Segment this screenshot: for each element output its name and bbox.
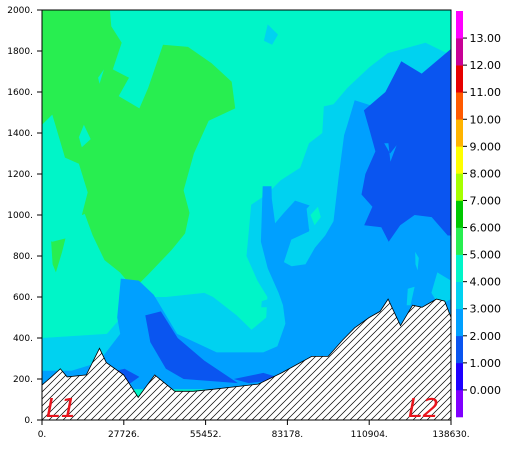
contour-region [406, 286, 415, 306]
contour-region [42, 10, 236, 289]
x-tick-label: 83178. [272, 430, 304, 440]
y-tick-label: 1400. [7, 129, 33, 139]
y-tick-label: 400. [13, 334, 33, 344]
y-tick-label: 600. [13, 293, 33, 303]
x-tick-label: 138630. [432, 430, 469, 440]
y-tick-label: 1800. [7, 47, 33, 57]
contour-region [310, 206, 321, 226]
x-tick-label: 0. [38, 430, 47, 440]
terrain-hatch [41, 298, 452, 421]
plot-area [41, 9, 452, 421]
colorbar-tick-label: 9.000 [470, 140, 502, 153]
colorbar-tick-label: 7.000 [470, 194, 502, 207]
colorbar-swatch [456, 308, 463, 337]
colorbar-swatch [456, 173, 463, 201]
colorbar-swatch [456, 11, 463, 39]
contour-region [42, 114, 88, 242]
x-tick-label: 110904. [351, 430, 388, 440]
colorbar-tick-label: 6.000 [470, 222, 502, 235]
contour-regions [42, 10, 451, 390]
colorbar-tick-label: 11.00 [470, 86, 502, 99]
colorbar-swatch [456, 227, 463, 255]
colorbar: 0.000 1.000 2.000 3.000 4.000 5.000 6.000 7.000… [456, 11, 502, 418]
contour-region [188, 176, 193, 187]
colorbar-tick-label: 12.00 [470, 59, 502, 72]
colorbar-tick-label: 8.000 [470, 167, 502, 180]
colorbar-swatch [456, 146, 463, 174]
colorbar-swatch [456, 38, 463, 66]
y-tick-label: 1600. [7, 88, 33, 98]
contour-region [261, 299, 269, 308]
colorbar-tick-label: 0.000 [470, 384, 502, 397]
colorbar-swatch [456, 281, 463, 310]
colorbar-swatch [456, 200, 463, 228]
colorbar-tick-label: 4.000 [470, 276, 502, 289]
colorbar-swatch [456, 254, 463, 282]
colorbar-tick-label: 3.000 [470, 303, 502, 316]
label-l1: L1 [46, 394, 77, 424]
colorbar-tick-label: 5.000 [470, 249, 502, 262]
y-tick-label: 800. [13, 252, 33, 262]
y-tick-label: 1000. [7, 211, 33, 221]
x-tick-label: 27726. [108, 430, 140, 440]
y-tick-label: 1200. [7, 170, 33, 180]
contour-region [145, 311, 238, 384]
x-tick-label: 55452. [190, 430, 222, 440]
colorbar-swatch [456, 65, 463, 93]
y-tick-label: 2000. [7, 6, 33, 16]
y-tick-label: 200. [13, 375, 33, 385]
colorbar-tick-label: 13.00 [470, 32, 502, 45]
contour-region [202, 161, 234, 195]
y-tick-label: 0. [24, 416, 33, 426]
colorbar-swatch [456, 389, 463, 418]
contour-region [431, 272, 451, 306]
colorbar-swatch [456, 92, 463, 120]
colorbar-swatch [456, 119, 463, 147]
colorbar-tick-label: 10.00 [470, 113, 502, 126]
colorbar-swatch [456, 362, 463, 391]
colorbar-swatch [456, 335, 463, 364]
contour-region [233, 372, 284, 384]
contour-region [78, 124, 91, 148]
y-axis: 0. 200. 400. 600. 800. 1000. 1200. 1400. 1600. 18… [7, 6, 42, 426]
x-axis: 0. 27726. 55452. 83178. 110904. 138630. [38, 420, 470, 440]
contour-region [42, 89, 451, 390]
label-l2: L2 [408, 394, 439, 424]
contour-region [361, 48, 451, 242]
colorbar-tick-label: 1.000 [470, 357, 502, 370]
contour-region [415, 251, 419, 271]
contour-region [98, 69, 104, 84]
contour-region [263, 24, 278, 45]
contour-region [384, 143, 397, 162]
colorbar-tick-label: 2.000 [470, 330, 502, 343]
